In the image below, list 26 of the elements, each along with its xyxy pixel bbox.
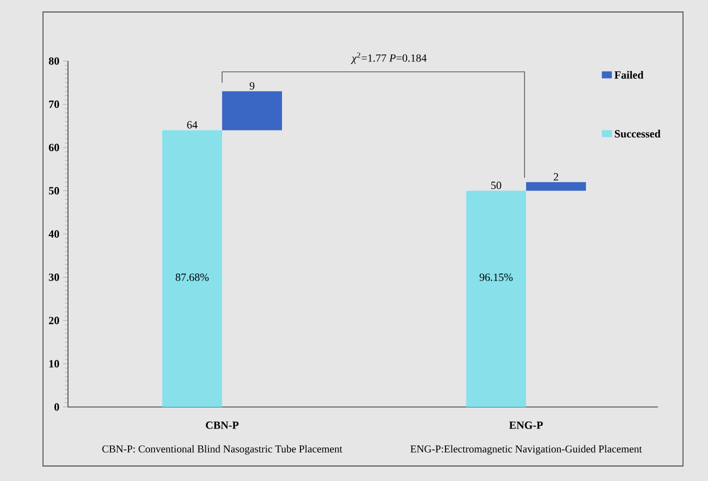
y-tick-label: 0 — [54, 403, 60, 411]
y-tick-label: 50 — [48, 187, 60, 194]
annotation: 87.68% — [176, 274, 209, 281]
x-tick-label: ENG-P — [509, 422, 543, 429]
data-label: 50 — [491, 182, 502, 190]
x-tick-label: CBN-P — [206, 422, 239, 429]
data-label: 2 — [554, 173, 558, 180]
text: ENG-P:Electromagnetic Navigation-Guided Placement — [410, 445, 642, 455]
legend-label: Failed — [614, 70, 644, 79]
legend-label: Successed — [614, 130, 660, 138]
bar — [162, 130, 222, 407]
bar — [222, 91, 282, 130]
bar — [466, 190, 526, 407]
y-tick-label: 20 — [48, 316, 60, 324]
data-label: 9 — [250, 82, 254, 90]
y-tick-label: 80 — [48, 57, 60, 65]
y-tick-label: 30 — [48, 274, 60, 281]
y-tick-label: 40 — [48, 230, 60, 238]
y-tick-label: 70 — [49, 100, 60, 108]
bar — [526, 182, 586, 191]
annotation: χ$^{2}$=1.77 P=0.184 — [350, 52, 427, 64]
y-tick-label: 60 — [48, 144, 60, 152]
annotation: 96.15% — [480, 274, 513, 281]
y-tick-label: 10 — [49, 360, 60, 368]
text: CBN-P: Conventional Blind Nasogastric Tube Placement — [102, 445, 342, 455]
data-label: 64 — [187, 121, 198, 129]
